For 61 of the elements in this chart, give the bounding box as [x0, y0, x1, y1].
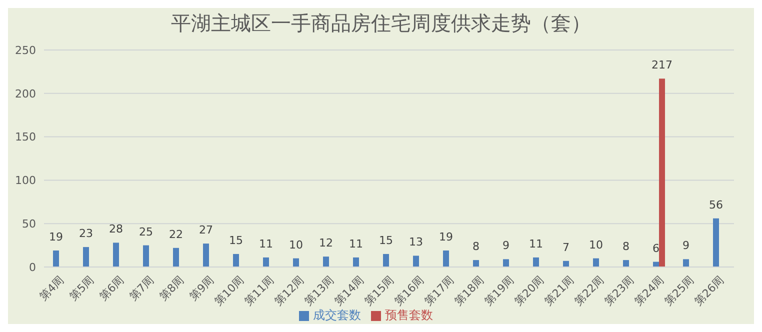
- legend-label: 成交套数: [313, 308, 361, 322]
- y-tick-label: 0: [29, 260, 36, 274]
- chart-title: 平湖主城区一手商品房住宅周度供求走势（套）: [170, 10, 592, 37]
- data-label: 6: [652, 242, 660, 255]
- legend-label: 预售套数: [385, 308, 433, 322]
- bar: [443, 250, 449, 267]
- bar: [293, 258, 299, 267]
- x-tick-label: 第4周: [36, 273, 67, 304]
- bar: [413, 256, 419, 267]
- data-label: 217: [652, 58, 672, 72]
- data-label: 27: [199, 224, 213, 237]
- bar: [353, 257, 359, 267]
- data-label: 11: [529, 237, 543, 250]
- bar: [173, 248, 179, 267]
- x-tick-label: 第6周: [96, 273, 127, 304]
- data-label: 9: [682, 239, 690, 252]
- bar: [503, 259, 509, 267]
- data-label: 13: [409, 236, 423, 249]
- x-tick-label: 第8周: [156, 273, 187, 304]
- bar: [233, 254, 239, 267]
- bar: [143, 245, 149, 267]
- bar: [473, 260, 479, 267]
- data-label: 19: [439, 230, 453, 244]
- x-tick-label: 第7周: [126, 273, 157, 304]
- data-label: 11: [259, 237, 273, 250]
- data-label: 23: [79, 227, 93, 240]
- data-label: 9: [502, 239, 510, 252]
- data-label: 10: [289, 238, 303, 252]
- bar: [623, 260, 629, 267]
- y-tick-label: 150: [15, 130, 36, 144]
- data-label: 8: [472, 240, 480, 254]
- y-tick-label: 250: [15, 44, 36, 57]
- bar: [593, 258, 599, 267]
- data-label: 11: [349, 237, 363, 250]
- y-tick-label: 100: [15, 174, 36, 188]
- data-label: 25: [139, 225, 153, 238]
- data-label: 28: [109, 222, 123, 236]
- bar: [83, 247, 89, 267]
- x-tick-label: 第5周: [66, 273, 97, 304]
- data-label: 22: [169, 228, 183, 241]
- y-tick-label: 200: [15, 87, 36, 100]
- data-label: 8: [622, 240, 630, 254]
- bar: [323, 256, 329, 267]
- bar: [533, 257, 539, 267]
- data-label: 10: [589, 238, 603, 252]
- bar: [713, 218, 719, 267]
- data-label: 7: [562, 240, 570, 254]
- bar: [659, 78, 665, 267]
- bar: [683, 259, 689, 267]
- data-label: 12: [319, 236, 333, 250]
- bar: [383, 254, 389, 267]
- bar: [263, 257, 269, 267]
- y-tick-label: 50: [22, 218, 36, 231]
- bar: [203, 244, 209, 267]
- data-label: 56: [709, 198, 723, 212]
- data-label: 19: [49, 230, 63, 244]
- bar: [563, 260, 569, 267]
- bar: [113, 242, 119, 267]
- data-label: 15: [379, 234, 393, 247]
- bar: [53, 250, 59, 267]
- data-label: 15: [229, 234, 243, 247]
